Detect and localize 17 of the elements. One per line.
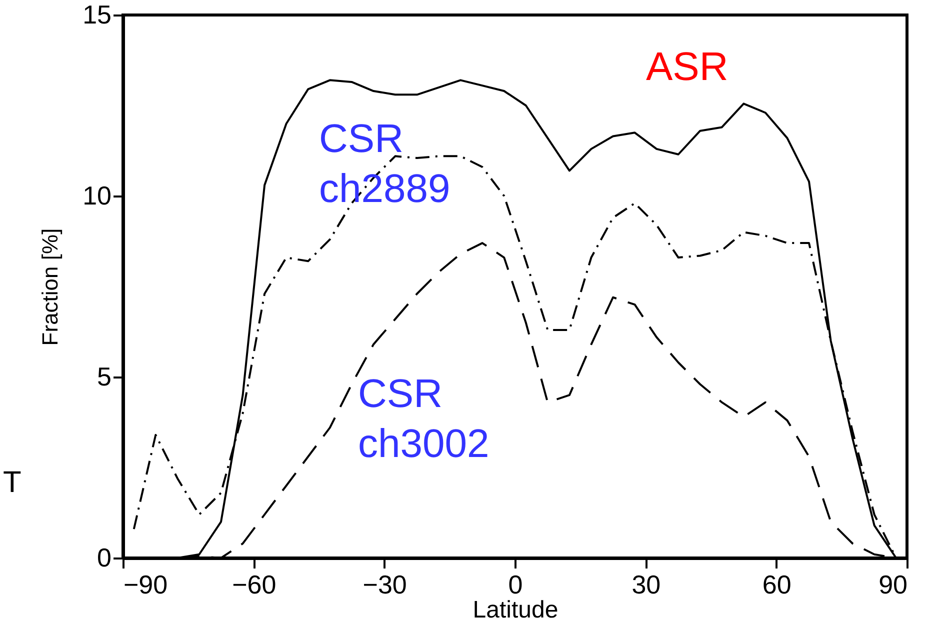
series-label: CSR ch3002: [358, 372, 490, 466]
series-label: CSR ch2889: [319, 117, 450, 211]
y-tick-label: 5: [97, 362, 112, 392]
x-axis-title: Latitude: [472, 596, 558, 624]
text: T: [3, 466, 22, 499]
y-tick-label: 0: [97, 542, 112, 572]
y-tick-label: 15: [82, 0, 112, 30]
x-tick-label: 90: [878, 570, 908, 600]
x-tick-label: −90: [124, 570, 168, 600]
x-tick-label: −30: [362, 570, 407, 600]
series-label: ASR: [646, 45, 728, 89]
x-tick-label: −60: [232, 570, 276, 600]
y-axis-title: Fraction [%]: [38, 228, 63, 346]
x-tick-label: 30: [632, 570, 661, 600]
x-tick-label: 0: [508, 570, 523, 600]
y-tick-label: 10: [82, 180, 112, 210]
x-tick-label: 60: [762, 570, 792, 600]
